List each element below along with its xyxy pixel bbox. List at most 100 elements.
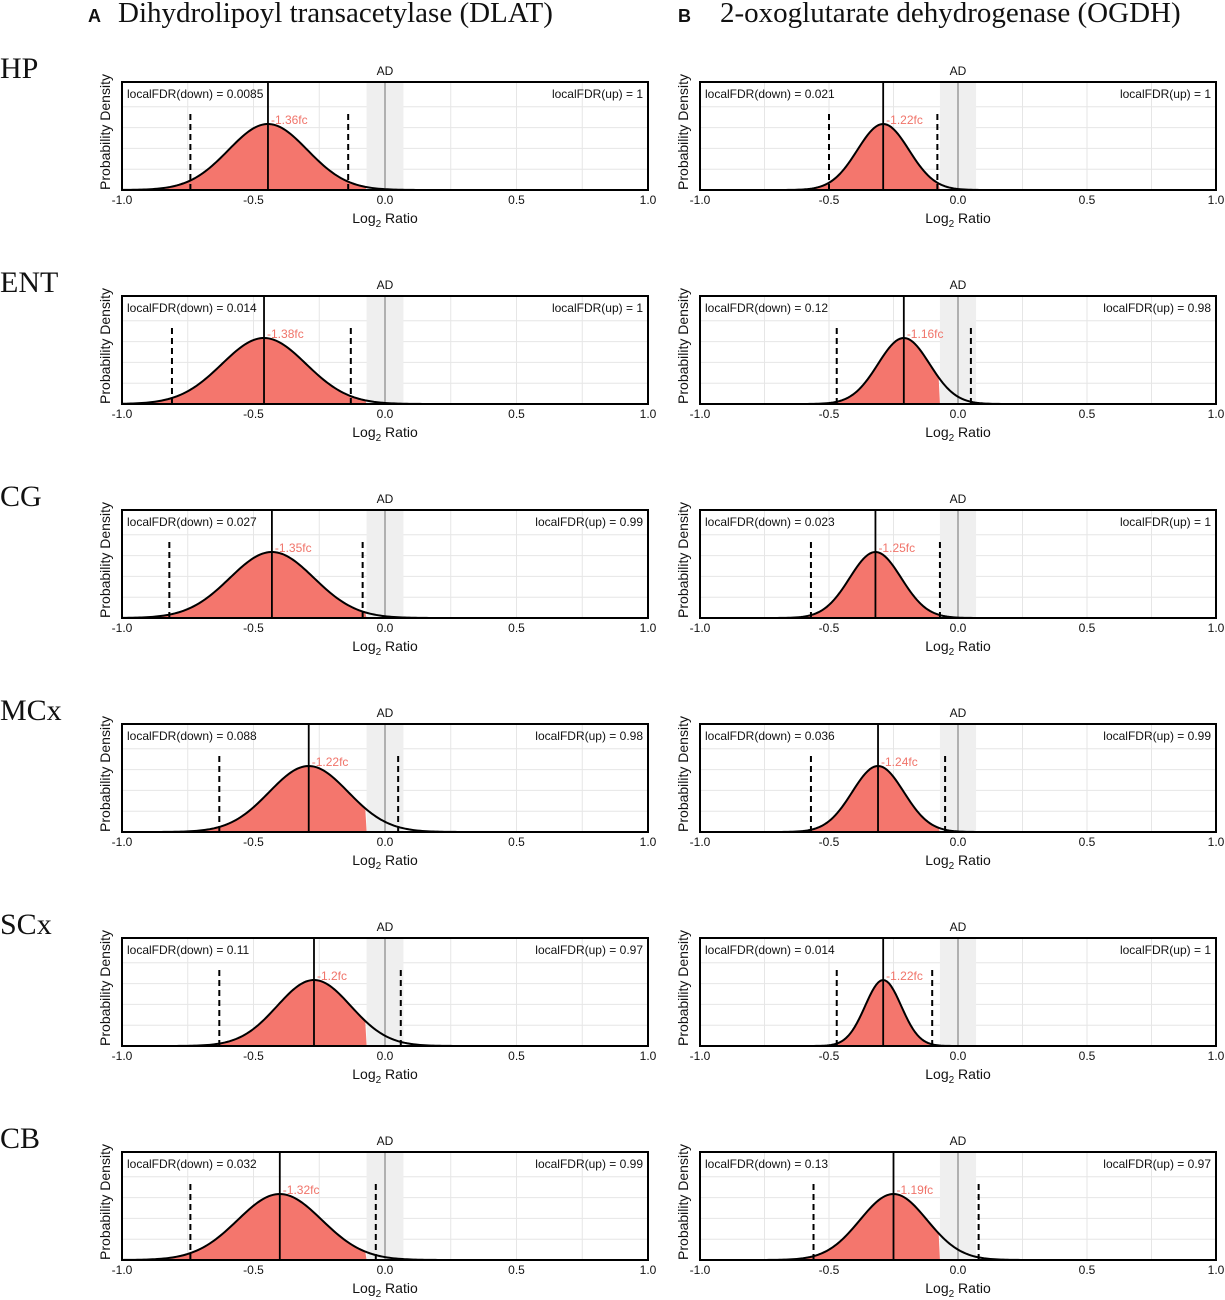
x-tick-label: 0.5 bbox=[1079, 193, 1096, 207]
local-fdr-up: localFDR(up) = 0.99 bbox=[535, 515, 643, 529]
plot-frame bbox=[699, 937, 1217, 1047]
x-tick-label: -0.5 bbox=[819, 407, 840, 421]
x-tick-label: 0.0 bbox=[377, 193, 394, 207]
local-fdr-down: localFDR(down) = 0.0085 bbox=[127, 87, 264, 101]
x-tick-label: -1.0 bbox=[690, 1049, 711, 1063]
y-axis-label: Probability Density bbox=[675, 1144, 691, 1260]
x-tick-label: 0.5 bbox=[1079, 621, 1096, 635]
x-tick-label: 0.5 bbox=[508, 407, 525, 421]
x-tick-label: -1.0 bbox=[690, 835, 711, 849]
x-tick-label: -0.5 bbox=[243, 193, 264, 207]
plot-b-ent: -1.16fc localFDR(down) = 0.12 localFDR(up)… bbox=[675, 278, 1225, 444]
x-tick-label: -1.0 bbox=[690, 193, 711, 207]
x-tick-label: -0.5 bbox=[819, 193, 840, 207]
fold-change-label: -1.35fc bbox=[275, 541, 312, 555]
fold-change-label: -1.22fc bbox=[886, 969, 923, 983]
x-tick-label: 0.0 bbox=[377, 1263, 394, 1277]
x-tick-label: 1.0 bbox=[1208, 835, 1225, 849]
x-tick-label: 0.5 bbox=[1079, 1263, 1096, 1277]
x-axis-label: Log2 Ratio bbox=[352, 638, 418, 658]
panel-b-letter: B bbox=[678, 6, 691, 26]
fold-change-label: -1.22fc bbox=[886, 113, 923, 127]
row-label-scx: SCx bbox=[0, 908, 52, 941]
y-axis-label: Probability Density bbox=[97, 74, 113, 190]
density-fill bbox=[122, 1194, 367, 1260]
plot-title: AD bbox=[377, 278, 394, 292]
plot-title: AD bbox=[950, 920, 967, 934]
x-axis-label: Log2 Ratio bbox=[352, 210, 418, 230]
x-tick-label: 0.0 bbox=[950, 621, 967, 635]
density-fill bbox=[122, 124, 367, 190]
density-fill bbox=[700, 1194, 940, 1260]
plot-frame bbox=[699, 723, 1217, 833]
local-fdr-up: localFDR(up) = 0.99 bbox=[1103, 729, 1211, 743]
x-tick-label: -1.0 bbox=[690, 621, 711, 635]
local-fdr-down: localFDR(down) = 0.13 bbox=[705, 1157, 828, 1171]
y-axis-label: Probability Density bbox=[97, 1144, 113, 1260]
x-tick-label: 0.0 bbox=[377, 621, 394, 635]
x-tick-label: 1.0 bbox=[1208, 407, 1225, 421]
x-tick-label: 1.0 bbox=[1208, 193, 1225, 207]
x-tick-label: 0.5 bbox=[508, 193, 525, 207]
plot-a-cb: -1.32fc localFDR(down) = 0.032 localFDR(up… bbox=[97, 1134, 657, 1300]
local-fdr-down: localFDR(down) = 0.014 bbox=[127, 301, 257, 315]
x-tick-label: -0.5 bbox=[243, 1049, 264, 1063]
x-tick-label: -0.5 bbox=[819, 1049, 840, 1063]
local-fdr-up: localFDR(up) = 0.99 bbox=[535, 1157, 643, 1171]
x-tick-label: 1.0 bbox=[1208, 621, 1225, 635]
density-fill bbox=[122, 980, 367, 1046]
panel-a-title: Dihydrolipoyl transacetylase (DLAT) bbox=[118, 0, 553, 29]
plot-frame bbox=[121, 937, 649, 1047]
x-tick-label: 0.0 bbox=[377, 1049, 394, 1063]
x-tick-label: -1.0 bbox=[690, 1263, 711, 1277]
fold-change-label: -1.19fc bbox=[897, 1183, 934, 1197]
plot-a-mcx: -1.22fc localFDR(down) = 0.088 localFDR(up… bbox=[97, 706, 657, 872]
fold-change-label: -1.25fc bbox=[878, 541, 915, 555]
x-axis-label: Log2 Ratio bbox=[925, 638, 991, 658]
local-fdr-up: localFDR(up) = 1 bbox=[1120, 943, 1211, 957]
y-axis-label: Probability Density bbox=[675, 288, 691, 404]
fold-change-label: -1.22fc bbox=[312, 755, 349, 769]
density-fill bbox=[700, 980, 940, 1046]
local-fdr-down: localFDR(down) = 0.036 bbox=[705, 729, 835, 743]
x-axis-label: Log2 Ratio bbox=[352, 1066, 418, 1086]
x-tick-label: 0.0 bbox=[950, 835, 967, 849]
x-tick-label: 1.0 bbox=[640, 835, 657, 849]
x-axis-label: Log2 Ratio bbox=[925, 210, 991, 230]
density-fill bbox=[700, 338, 940, 404]
density-fill bbox=[700, 552, 940, 618]
y-axis-label: Probability Density bbox=[675, 74, 691, 190]
fold-change-label: -1.16fc bbox=[907, 327, 944, 341]
panel-a-letter: A bbox=[88, 6, 101, 26]
y-axis-label: Probability Density bbox=[97, 930, 113, 1046]
density-fill bbox=[122, 766, 367, 832]
density-fill bbox=[700, 766, 940, 832]
row-label-cg: CG bbox=[0, 480, 42, 513]
x-tick-label: 1.0 bbox=[640, 621, 657, 635]
x-tick-label: -0.5 bbox=[819, 835, 840, 849]
plot-a-ent: -1.38fc localFDR(down) = 0.014 localFDR(up… bbox=[97, 278, 657, 444]
fold-change-label: -1.38fc bbox=[267, 327, 304, 341]
local-fdr-down: localFDR(down) = 0.027 bbox=[127, 515, 257, 529]
x-tick-label: 0.5 bbox=[1079, 407, 1096, 421]
x-tick-label: 0.0 bbox=[950, 407, 967, 421]
row-label-hp: HP bbox=[0, 52, 38, 85]
plot-b-mcx: -1.24fc localFDR(down) = 0.036 localFDR(up… bbox=[675, 706, 1225, 872]
x-tick-label: -1.0 bbox=[690, 407, 711, 421]
local-fdr-up: localFDR(up) = 0.98 bbox=[535, 729, 643, 743]
local-fdr-down: localFDR(down) = 0.12 bbox=[705, 301, 828, 315]
density-fill bbox=[122, 338, 367, 404]
x-tick-label: 0.5 bbox=[508, 1263, 525, 1277]
x-tick-label: 1.0 bbox=[1208, 1049, 1225, 1063]
local-fdr-down: localFDR(down) = 0.021 bbox=[705, 87, 835, 101]
plot-title: AD bbox=[950, 64, 967, 78]
plot-title: AD bbox=[950, 1134, 967, 1148]
plot-frame bbox=[121, 1151, 649, 1261]
plot-title: AD bbox=[377, 706, 394, 720]
x-tick-label: 0.0 bbox=[950, 1049, 967, 1063]
plot-title: AD bbox=[377, 492, 394, 506]
x-axis-label: Log2 Ratio bbox=[925, 852, 991, 872]
plot-a-scx: -1.2fc localFDR(down) = 0.11 localFDR(up) … bbox=[97, 920, 657, 1086]
x-tick-label: 1.0 bbox=[640, 1263, 657, 1277]
x-tick-label: 1.0 bbox=[640, 1049, 657, 1063]
